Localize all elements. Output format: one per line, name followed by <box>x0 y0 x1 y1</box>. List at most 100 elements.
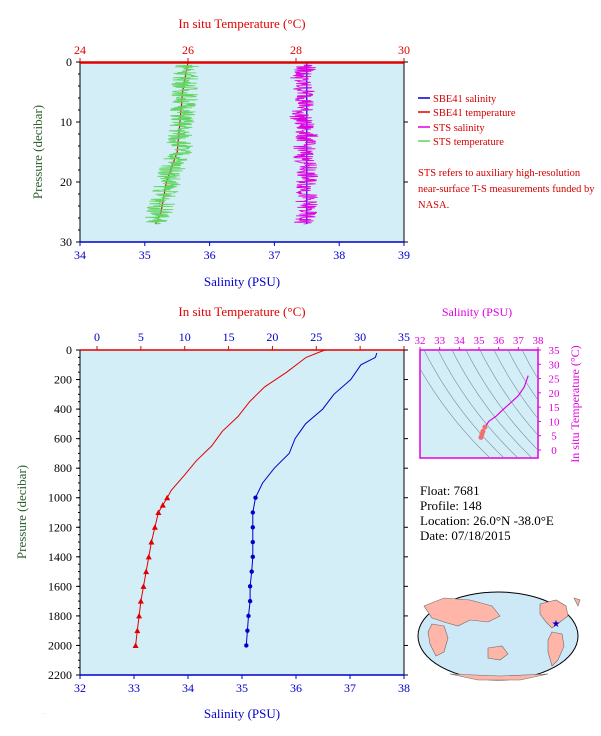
bottom-salinity-marker <box>244 643 249 648</box>
bottom-temperature-marker <box>151 524 158 530</box>
ts-density-contour <box>420 368 491 458</box>
ts-density-contour <box>451 350 533 458</box>
legend-label-sbe41-temperature: SBE41 temperature <box>433 108 516 119</box>
bottom-temp-tick-label: 30 <box>354 330 366 344</box>
top-sal-tick-label: 39 <box>398 248 410 262</box>
bottom-sal-tick-label: 36 <box>290 681 302 695</box>
top-legend: SBE41 salinity SBE41 temperature STS sal… <box>418 94 516 148</box>
bottom-temperature-marker <box>145 553 152 560</box>
ts-sal-tick-label: 37 <box>513 335 525 347</box>
ts-temp-tick-label: 30 <box>549 359 561 371</box>
bottom-sal-tick-label: 32 <box>74 681 86 695</box>
bottom-chart: 0 5 10 15 20 25 30 35 32 33 34 35 36 37 38 0 200 400 600 80… <box>14 304 410 721</box>
ts-plot-area <box>419 349 539 459</box>
ts-density-contours <box>420 350 538 458</box>
bottom-temp-tick-label: 25 <box>310 330 322 344</box>
bottom-temp-tick-label: 10 <box>179 330 191 344</box>
ts-temp-tick-label: 15 <box>549 402 561 414</box>
ts-sal-tick-label: 34 <box>454 335 466 347</box>
bottom-pressure-tick-label: 0 <box>66 343 72 357</box>
ts-density-contour <box>423 350 505 458</box>
top-sal-tick-label: 34 <box>74 248 86 262</box>
map-landmass-americas-north <box>539 599 569 629</box>
bottom-sal-tick-label: 37 <box>344 681 356 695</box>
ts-temp-tick-label: 5 <box>551 431 557 443</box>
bottom-sal-tick-label: 33 <box>128 681 140 695</box>
profile-number: Profile: 148 <box>420 498 482 513</box>
bottom-salinity-marker <box>250 554 255 560</box>
bottom-pressure-tick-label: 2000 <box>48 638 72 652</box>
top-pressure-tick-label: 0 <box>66 55 72 69</box>
bottom-series-group <box>132 349 378 648</box>
top-temp-axis-title: In situ Temperature (°C) <box>178 16 305 31</box>
top-plot-area <box>79 61 405 243</box>
ts-density-contour <box>479 350 538 436</box>
top-sal-tick-label: 35 <box>139 248 151 262</box>
bottom-sal-tick-label: 34 <box>182 681 194 695</box>
bottom-pressure-tick-label: 600 <box>54 432 72 446</box>
top-temp-tick-label: 30 <box>398 43 410 57</box>
ts-temp-tick-label: 20 <box>549 388 561 400</box>
bottom-pressure-tick-label: 1600 <box>48 579 72 593</box>
ts-series-group <box>478 375 529 440</box>
ts-deep-point <box>482 424 488 430</box>
ts-density-contour <box>521 350 538 380</box>
top-series-line-sts-temperature <box>145 64 199 225</box>
bottom-salinity-marker <box>245 628 250 633</box>
bottom-temperature-marker <box>132 642 139 648</box>
bottom-sal-tick-label: 35 <box>236 681 248 695</box>
top-pressure-tick-label: 10 <box>60 115 72 129</box>
bottom-pressure-tick-label: 200 <box>54 373 72 387</box>
top-pressure-tick-label: 20 <box>60 175 72 189</box>
bottom-temp-tick-label: 5 <box>138 330 144 344</box>
bottom-temperature-marker <box>140 583 147 589</box>
bottom-salinity-marker <box>250 539 255 545</box>
bottom-plot-area <box>79 349 405 676</box>
sts-note: STS refers to auxiliary high-resolution … <box>418 168 595 211</box>
top-temp-tick-label: 28 <box>290 43 302 57</box>
world-map: ★ <box>417 591 581 681</box>
ts-temp-tick-label: 25 <box>549 374 561 386</box>
top-pressure-axis-title: Pressure (decibar) <box>30 105 45 199</box>
ts-temp-tick-label: 10 <box>549 416 561 428</box>
bottom-salinity-marker <box>247 598 253 604</box>
legend-label-sts-salinity: STS salinity <box>433 123 485 134</box>
bottom-pressure-tick-label: 800 <box>54 461 72 475</box>
top-sal-tick-label: 38 <box>333 248 345 262</box>
legend-label-sts-temperature: STS temperature <box>433 137 504 148</box>
map-float-location-star-icon: ★ <box>552 619 561 630</box>
ts-deep-point <box>478 434 484 440</box>
bottom-temperature-marker <box>134 627 141 634</box>
top-sal-tick-label: 37 <box>268 248 280 262</box>
bottom-temperature-marker <box>159 502 166 508</box>
ts-density-contour <box>437 350 519 458</box>
bottom-temperature-marker <box>164 494 171 501</box>
bottom-sal-tick-label: 38 <box>398 681 410 695</box>
bottom-pressure-tick-label: 1200 <box>48 520 72 534</box>
top-series-line-sts-salinity <box>289 64 319 225</box>
bottom-pressure-tick-label: 1400 <box>48 550 72 564</box>
bottom-temperature-marker <box>136 612 143 619</box>
map-landmass-antarctica <box>449 673 549 681</box>
map-landmass-americas-south <box>547 631 565 667</box>
ts-ticks-group: 32 33 34 35 36 37 38 0 5 10 15 20 25 30 35 <box>415 335 561 457</box>
bottom-temp-tick-label: 35 <box>398 330 410 344</box>
bottom-temp-tick-label: 0 <box>94 330 100 344</box>
ts-sal-tick-label: 35 <box>474 335 486 347</box>
map-landmass-australia <box>487 645 509 661</box>
ts-temp-axis-title: In situ Temperature (°C) <box>568 345 582 462</box>
bottom-salinity-marker <box>253 495 258 500</box>
credits-tiny: · <box>44 711 45 716</box>
map-landmass-greenland <box>573 597 581 607</box>
bottom-sal-axis-title: Salinity (PSU) <box>204 706 280 721</box>
bottom-pressure-axis-title: Pressure (decibar) <box>14 465 29 559</box>
top-temp-tick-label: 24 <box>74 43 86 57</box>
ts-sal-tick-label: 32 <box>415 335 426 347</box>
ts-temp-tick-label: 35 <box>549 345 561 357</box>
bottom-pressure-tick-label: 400 <box>54 402 72 416</box>
ts-density-contour <box>465 350 538 451</box>
bottom-pressure-tick-label: 2200 <box>48 668 72 682</box>
